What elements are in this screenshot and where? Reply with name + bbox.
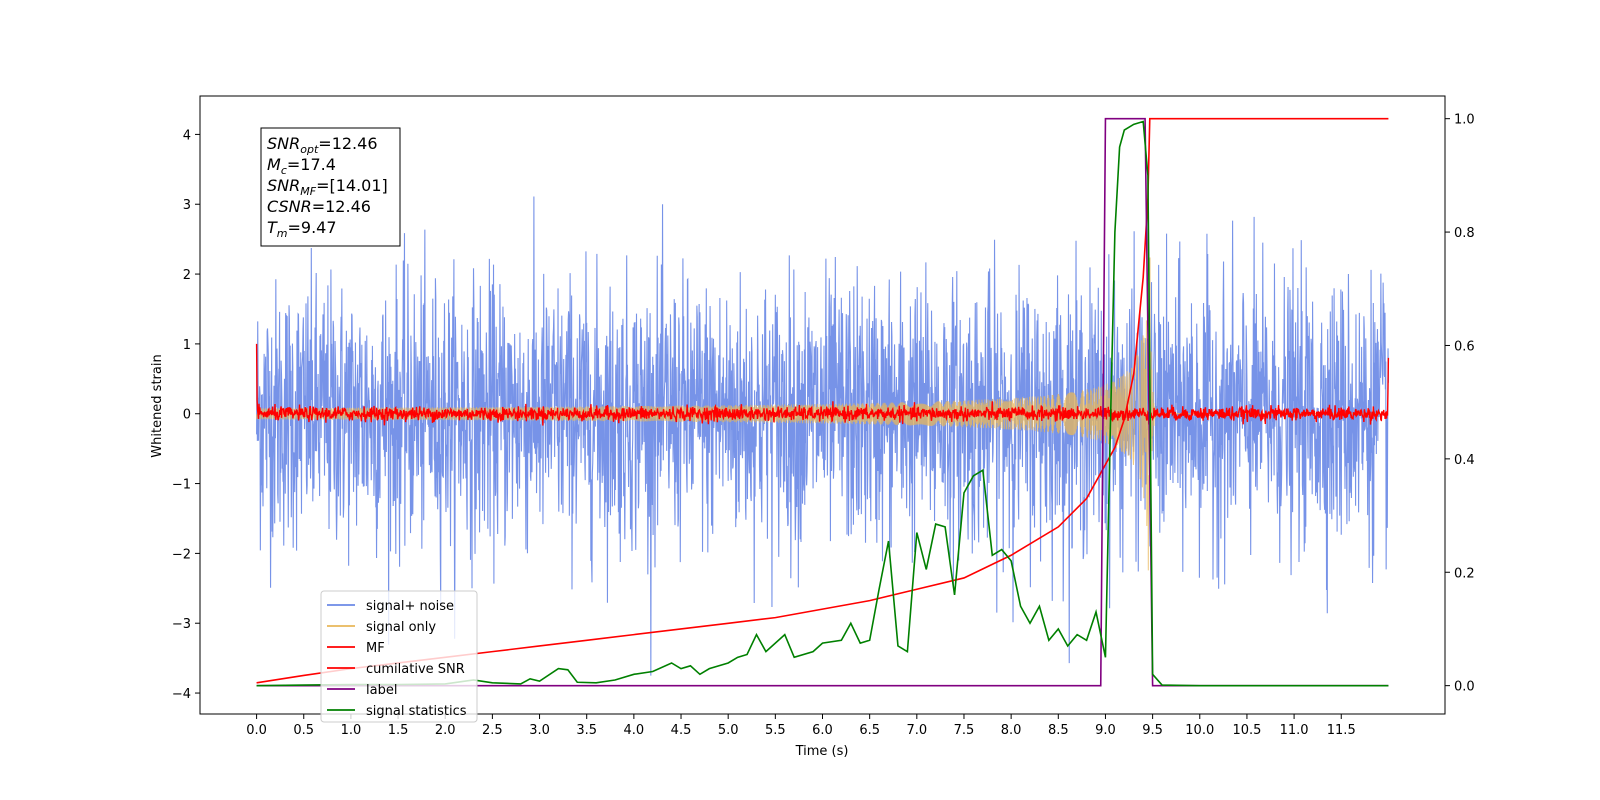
series-signal-statistics-line [256, 120, 1389, 687]
legend-entry: signal statistics [327, 704, 467, 719]
x-tick-label: 9.5 [1142, 723, 1163, 738]
y-tick-label: −3 [172, 617, 191, 632]
x-tick-label: 0.5 [293, 723, 314, 738]
x-tick-label: 10.0 [1185, 723, 1214, 738]
annotation-line: Tm=9.47 [267, 218, 337, 240]
annotation-box: SNRopt=12.46Mc=17.4SNRMF=[14.01]CSNR=12.… [260, 127, 401, 247]
legend-entry: MF [327, 641, 385, 656]
x-tick-label: 5.0 [718, 723, 739, 738]
x-tick-label: 2.5 [482, 723, 503, 738]
y-axis-label: Whitened strain [150, 354, 165, 457]
axes: 0.0 0.5 1.0 1.5 2.0 2.5 3.0 3.5 4.0 4.5 5.0 5.5 6.0 6… [172, 113, 1475, 738]
x-tick-label: 9.0 [1095, 723, 1116, 738]
x-tick-label: 2.0 [435, 723, 456, 738]
x-tick-label: 0.0 [246, 723, 267, 738]
x-tick-label: 6.0 [812, 723, 833, 738]
legend-label: MF [366, 641, 385, 656]
legend-entry: signal+ noise [327, 599, 454, 614]
legend: signal+ noise signal only MF cumilative SNR… [320, 590, 478, 723]
x-tick-label: 7.0 [906, 723, 927, 738]
y-tick-label: 0 [183, 408, 191, 423]
annotation-line: CSNR=12.46 [267, 197, 371, 216]
annotation-frame [260, 127, 401, 247]
x-tick-label: 8.0 [1001, 723, 1022, 738]
legend-entry: label [327, 683, 397, 698]
y-tick-label: −1 [172, 478, 191, 493]
legend-frame [320, 590, 478, 723]
legend-label: signal+ noise [366, 599, 454, 614]
y2-tick-label: 0.6 [1454, 339, 1475, 354]
x-tick-label: 4.5 [671, 723, 692, 738]
x-tick-label: 3.5 [576, 723, 597, 738]
y2-tick-label: 1.0 [1454, 113, 1475, 128]
series-mf-line [255, 343, 1390, 426]
y2-tick-label: 0.8 [1454, 226, 1475, 241]
y2-tick-label: 0.2 [1454, 566, 1475, 581]
x-tick-label: 8.5 [1048, 723, 1069, 738]
legend-entry: signal only [327, 620, 436, 635]
y-tick-label: −4 [172, 687, 191, 702]
x-axis-label: Time (s) [795, 744, 849, 759]
y-tick-label: 2 [183, 268, 191, 283]
legend-label: signal statistics [366, 704, 467, 719]
x-tick-label: 11.5 [1327, 723, 1356, 738]
x-tick-label: 7.5 [954, 723, 975, 738]
y-tick-label: −2 [172, 547, 191, 562]
y-tick-label: 3 [183, 198, 191, 213]
x-tick-label: 3.0 [529, 723, 550, 738]
legend-label: label [366, 683, 397, 698]
annotation-line: SNRMF=[14.01] [267, 176, 388, 198]
x-tick-label: 6.5 [859, 723, 880, 738]
x-tick-label: 4.0 [624, 723, 645, 738]
annotation-line: Mc=17.4 [267, 155, 336, 177]
legend-entry: cumilative SNR [327, 662, 465, 677]
y-tick-label: 1 [183, 338, 191, 353]
y2-tick-label: 0.4 [1454, 453, 1475, 468]
y-tick-label: 4 [183, 128, 191, 143]
x-tick-label: 1.0 [341, 723, 362, 738]
x-tick-label: 11.0 [1280, 723, 1309, 738]
x-tick-label: 10.5 [1232, 723, 1261, 738]
x-tick-label: 1.5 [388, 723, 409, 738]
x-tick-label: 5.5 [765, 723, 786, 738]
legend-label: signal only [366, 620, 436, 635]
y2-tick-label: 0.0 [1454, 680, 1475, 695]
annotation-line: SNRopt=12.46 [267, 134, 378, 156]
legend-label: cumilative SNR [366, 662, 465, 677]
